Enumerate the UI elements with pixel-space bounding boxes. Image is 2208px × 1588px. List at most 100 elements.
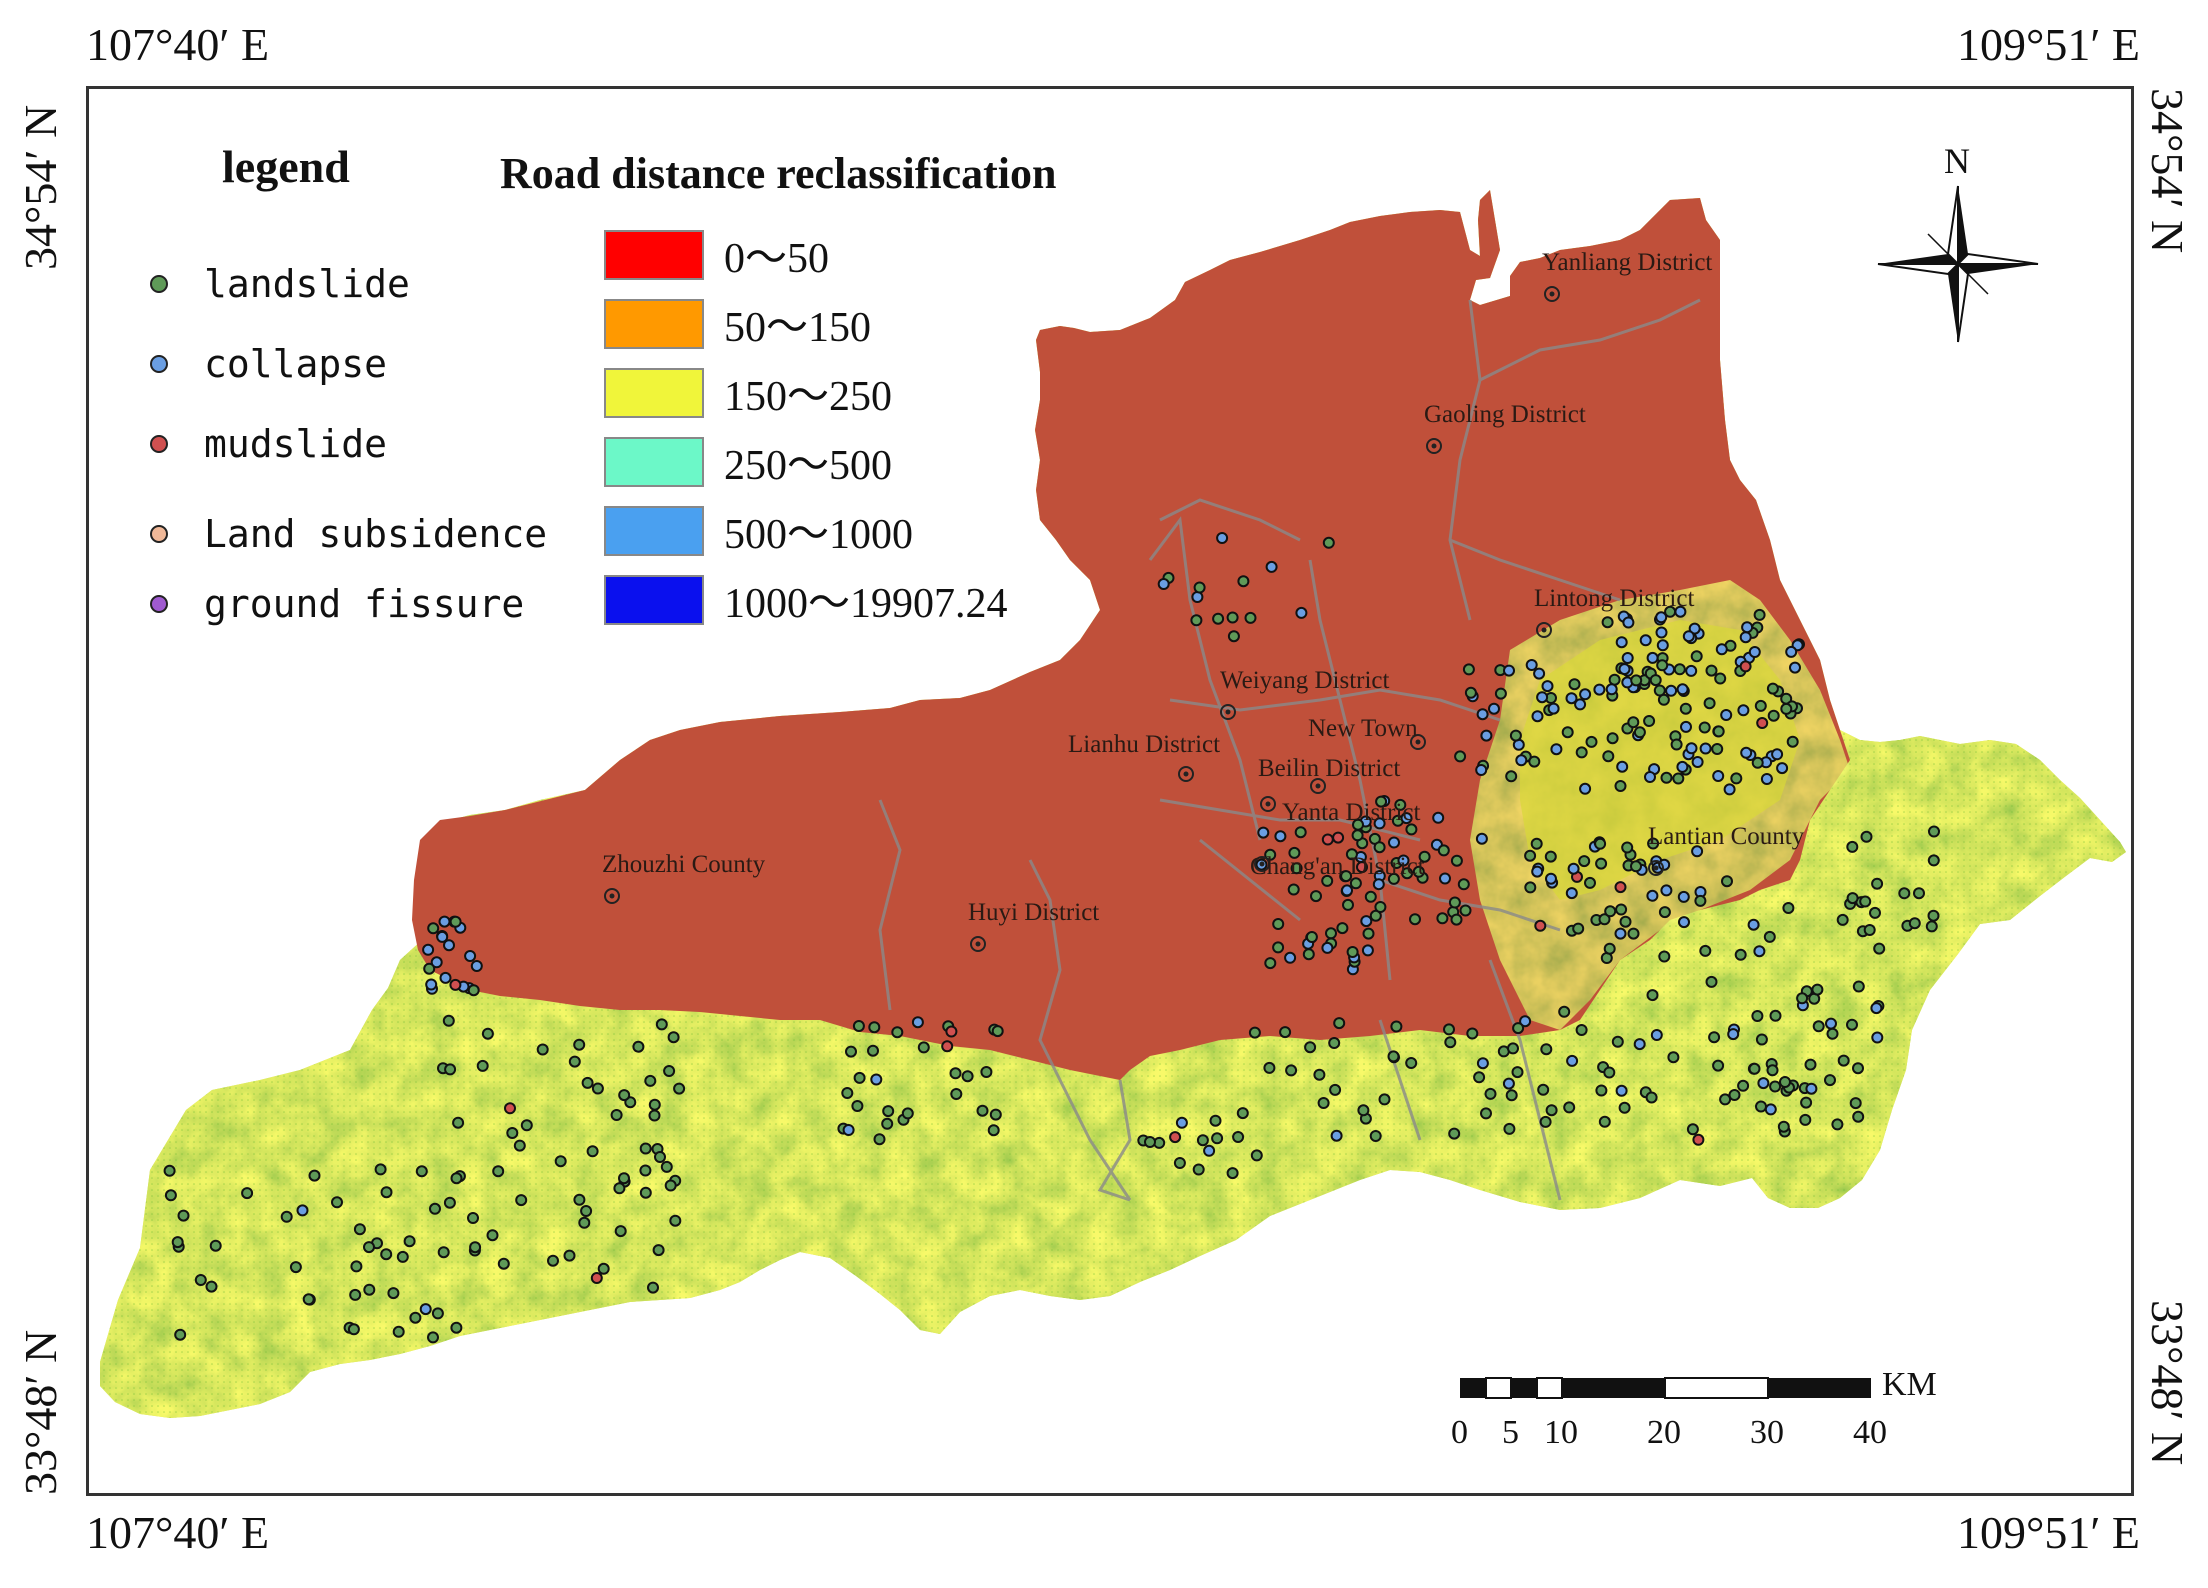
hazard-point — [437, 1246, 450, 1259]
hazard-point — [1473, 1071, 1486, 1084]
hazard-point — [1511, 1066, 1524, 1079]
hazard-point — [425, 978, 438, 991]
hazard-point — [1723, 783, 1736, 796]
hazard-point — [1734, 948, 1747, 961]
hazard-point — [1412, 865, 1425, 878]
hazard-point — [1621, 841, 1634, 854]
hazard-point — [1192, 1163, 1205, 1176]
hazard-point — [442, 1014, 455, 1027]
hazard-point — [891, 1026, 904, 1039]
hazard-point — [1686, 1123, 1699, 1136]
place-name: Weiyang District — [1220, 667, 1390, 694]
hazard-point — [1677, 890, 1690, 903]
hazard-point — [1748, 1062, 1761, 1075]
hazard-point — [449, 978, 462, 991]
hazard-point — [1264, 957, 1277, 970]
hazard-point — [1594, 837, 1607, 850]
hazard-point — [1927, 909, 1940, 922]
north-label: N — [1944, 141, 1970, 181]
hazard-point — [1605, 683, 1618, 696]
hazard-point — [1645, 1091, 1658, 1104]
hazard-point — [1257, 826, 1270, 839]
hazard-point — [568, 1055, 581, 1068]
place-marker-icon — [1648, 860, 1664, 876]
place-name: Lintong District — [1534, 585, 1694, 612]
hazard-point — [647, 1281, 659, 1294]
hazard-point — [581, 1076, 594, 1089]
hazard-point — [1342, 898, 1354, 911]
hazard-point — [439, 971, 452, 984]
hazard-point — [1603, 942, 1616, 955]
place-marker-icon — [1178, 766, 1194, 782]
hazard-point — [387, 1287, 400, 1300]
hazard-point — [667, 1031, 680, 1044]
hazard-point — [1558, 1005, 1571, 1018]
hazard-point — [1685, 742, 1698, 755]
class-row: 500～1000 — [604, 500, 913, 561]
hazard-point — [1667, 1051, 1680, 1064]
hazard-point — [1712, 770, 1725, 782]
hazard-point — [194, 1274, 207, 1286]
hazard-point — [590, 1272, 603, 1284]
hazard-point — [1712, 725, 1725, 738]
hazard-point — [618, 1172, 630, 1185]
hazard-point — [1595, 1084, 1608, 1097]
hazard-point — [1622, 616, 1635, 629]
hazard-point — [1678, 916, 1690, 929]
hazard-point — [1766, 1064, 1779, 1077]
hazard-point — [1753, 608, 1766, 621]
hazard-point — [443, 1196, 456, 1209]
hazard-point — [289, 1261, 302, 1274]
hazard-point — [205, 1280, 218, 1293]
hazard-point — [1927, 854, 1940, 867]
hazard-point — [1614, 927, 1627, 940]
hazard-point — [1658, 906, 1671, 919]
hazard-point — [1351, 829, 1364, 842]
hazard-point — [1545, 1104, 1558, 1117]
hazard-point — [1541, 680, 1554, 693]
hazard-point — [961, 1070, 974, 1083]
hazard-point — [1400, 812, 1413, 825]
hazard-point — [1615, 1084, 1628, 1097]
hazard-point — [1737, 704, 1750, 717]
hazard-point — [911, 1016, 924, 1029]
hazard-point — [1378, 1093, 1391, 1106]
hazard-point — [1698, 721, 1711, 734]
legend-title: legend — [222, 141, 350, 192]
hazard-point — [427, 1331, 439, 1344]
hazard-point — [396, 1250, 409, 1263]
hazard-point — [578, 1216, 591, 1229]
district-boundary — [1169, 688, 1501, 722]
hazard-point — [1611, 1035, 1624, 1048]
hazard-point — [639, 1142, 652, 1155]
hazard-point — [1898, 887, 1911, 900]
hazard-point — [1869, 906, 1881, 919]
hazard-point — [1356, 861, 1368, 874]
hazard-point — [1512, 1022, 1525, 1035]
district-boundary — [1097, 1079, 1132, 1202]
hazard-point — [1618, 663, 1631, 676]
hazard-point — [573, 1038, 586, 1051]
hazard-point — [1871, 1031, 1884, 1044]
hazard-point — [1305, 931, 1318, 943]
class-swatch — [604, 298, 704, 349]
hazard-point — [1336, 922, 1349, 935]
hazard-point — [873, 1133, 886, 1146]
hazard-point — [1232, 1131, 1245, 1143]
hazard-point — [639, 1164, 652, 1177]
hazard-point — [1212, 612, 1225, 625]
hazard-point — [1694, 894, 1707, 907]
place-name: Beilin District — [1258, 755, 1400, 782]
hazard-point — [1748, 646, 1761, 658]
hazard-point — [1401, 867, 1414, 880]
legend-item: mudslide — [150, 422, 387, 466]
hazard-point — [1531, 710, 1544, 723]
hazard-point — [1767, 709, 1780, 722]
hazard-point — [1799, 1113, 1812, 1126]
hazard-point — [1494, 687, 1507, 700]
place-marker-icon — [1260, 796, 1276, 812]
hazard-point — [1290, 862, 1303, 875]
hazard-point — [1606, 732, 1619, 745]
hazard-point — [1418, 850, 1431, 863]
hazard-point — [1203, 1144, 1216, 1157]
